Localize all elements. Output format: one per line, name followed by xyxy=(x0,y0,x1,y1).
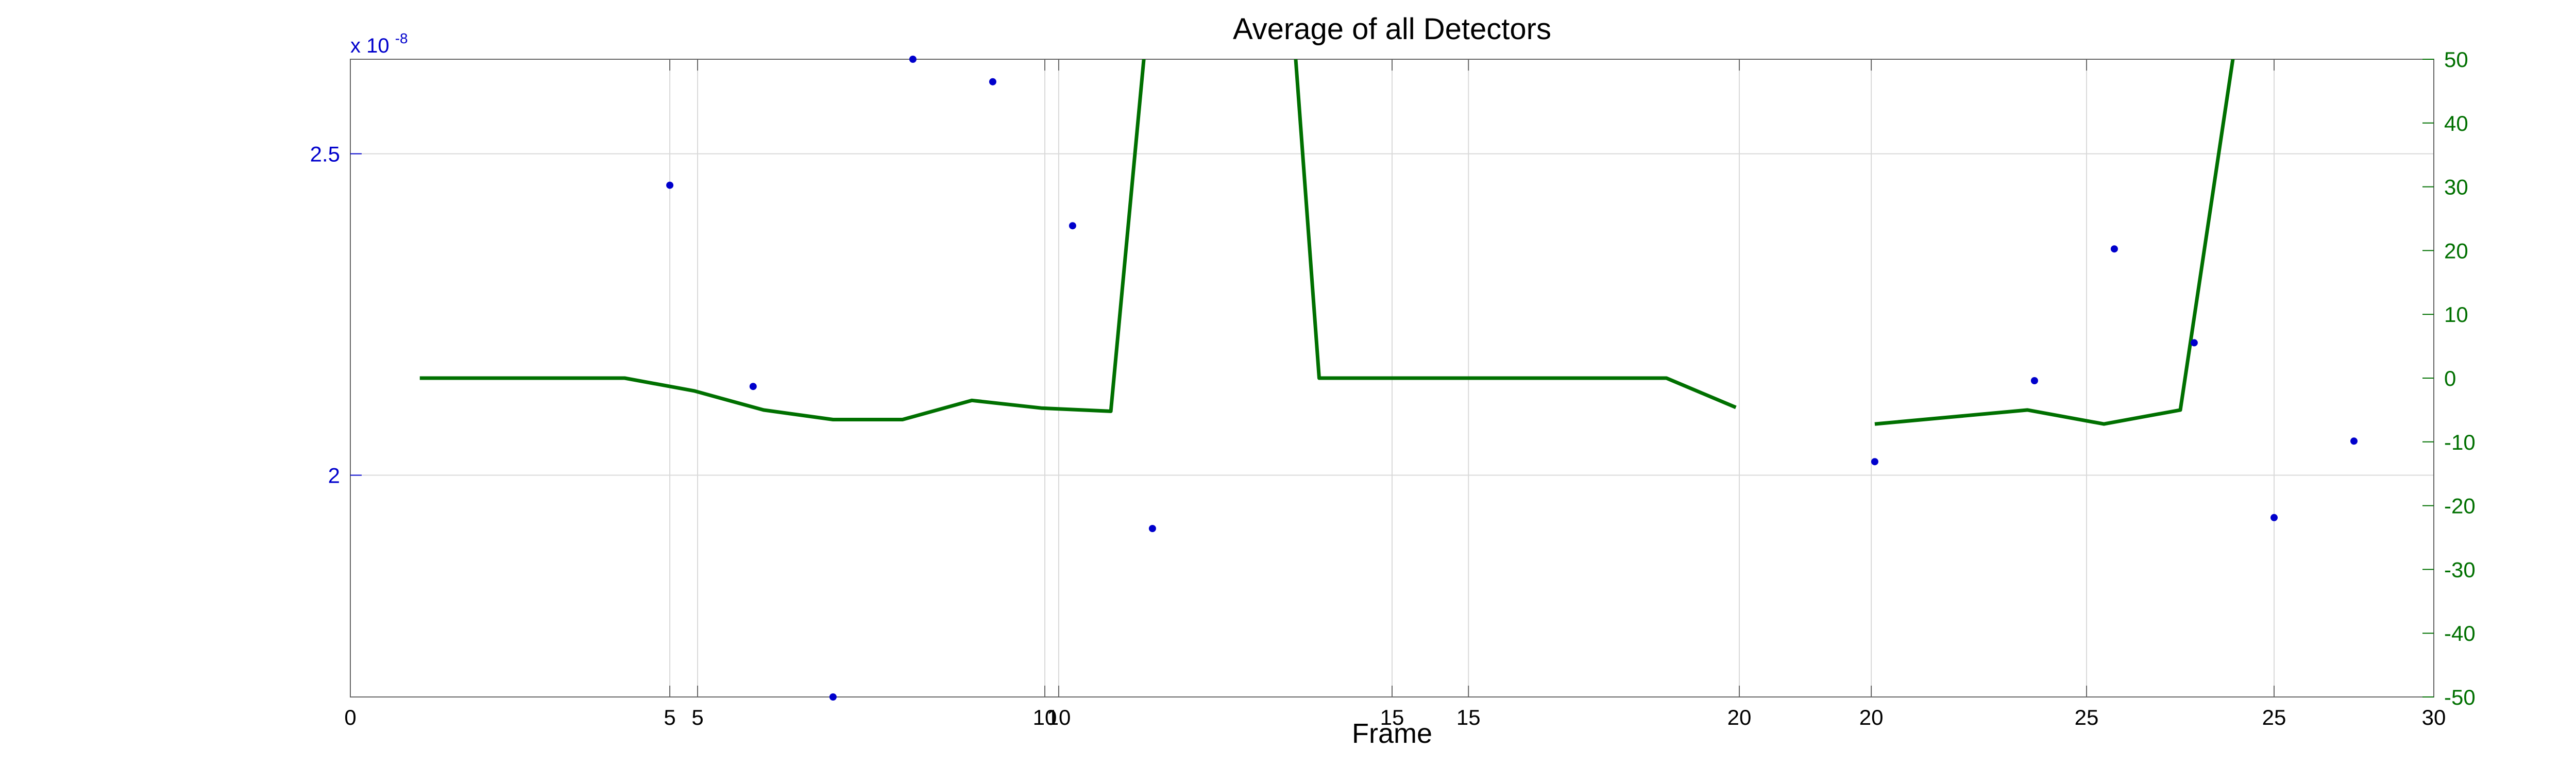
right-tick-label: -20 xyxy=(2444,494,2476,518)
x-axis-label: Frame xyxy=(1352,718,1432,749)
blue-data-point xyxy=(2110,245,2118,253)
left-axis-exponent-base: x 10 xyxy=(350,35,389,57)
right-tick-label: -40 xyxy=(2444,621,2476,645)
x-tick-label: 0 xyxy=(344,705,356,729)
line-series-layer xyxy=(419,59,2235,426)
right-tick-label: 0 xyxy=(2444,366,2456,390)
right-tick-label: 40 xyxy=(2444,111,2468,135)
blue-data-point xyxy=(909,56,917,63)
blue-data-point xyxy=(2030,377,2038,384)
blue-data-point xyxy=(666,181,674,189)
right-tick-label: 30 xyxy=(2444,175,2468,199)
right-tick-label: -10 xyxy=(2444,430,2476,454)
axis-ticks xyxy=(350,59,2434,697)
x-tick-label: 10 xyxy=(1047,705,1071,729)
x-tick-label: 5 xyxy=(664,705,675,729)
x-tick-label: 25 xyxy=(2075,705,2099,729)
x-tick-label: 20 xyxy=(1727,705,1752,729)
left-axis-exponent: x 10 -8 xyxy=(350,30,408,57)
tick-labels: 0 5 10 15 20 25 30 5 10 15 20 25 2 2.5 -50 -40 -30 -20 -10… xyxy=(310,47,2476,729)
right-tick-label: -30 xyxy=(2444,557,2476,582)
blue-data-point xyxy=(1069,222,1076,230)
blue-data-point xyxy=(2270,514,2278,521)
left-tick-label: 2 xyxy=(328,463,340,487)
right-tick-label: 10 xyxy=(2444,302,2468,327)
blue-data-point xyxy=(1148,525,1156,532)
x-tick-label: 25 xyxy=(2262,705,2286,729)
x-tick-label: 10 xyxy=(1033,705,1057,729)
right-tick-label: 20 xyxy=(2444,239,2468,263)
green-line-segment xyxy=(419,59,1737,421)
x-tick-label: 15 xyxy=(1456,705,1481,729)
x-tick-label: 30 xyxy=(2422,705,2446,729)
blue-data-point xyxy=(829,693,837,701)
blue-data-point xyxy=(2190,339,2198,347)
blue-data-point xyxy=(989,78,996,86)
right-tick-label: -50 xyxy=(2444,685,2476,709)
left-axis-exponent-power: -8 xyxy=(395,30,408,46)
left-tick-label: 2.5 xyxy=(310,142,340,166)
x-tick-label: 5 xyxy=(691,705,703,729)
point-series-layer xyxy=(666,56,2358,701)
x-tick-label: 20 xyxy=(1859,705,1884,729)
blue-data-point xyxy=(2350,437,2358,445)
blue-data-point xyxy=(1871,458,1878,466)
x-tick-label: 15 xyxy=(1380,705,1404,729)
blue-data-point xyxy=(749,383,757,390)
grid-lines xyxy=(350,59,2434,697)
right-tick-label: 50 xyxy=(2444,47,2468,72)
green-line-segment xyxy=(1874,59,2235,426)
chart-title: Average of all Detectors xyxy=(1233,12,1551,46)
